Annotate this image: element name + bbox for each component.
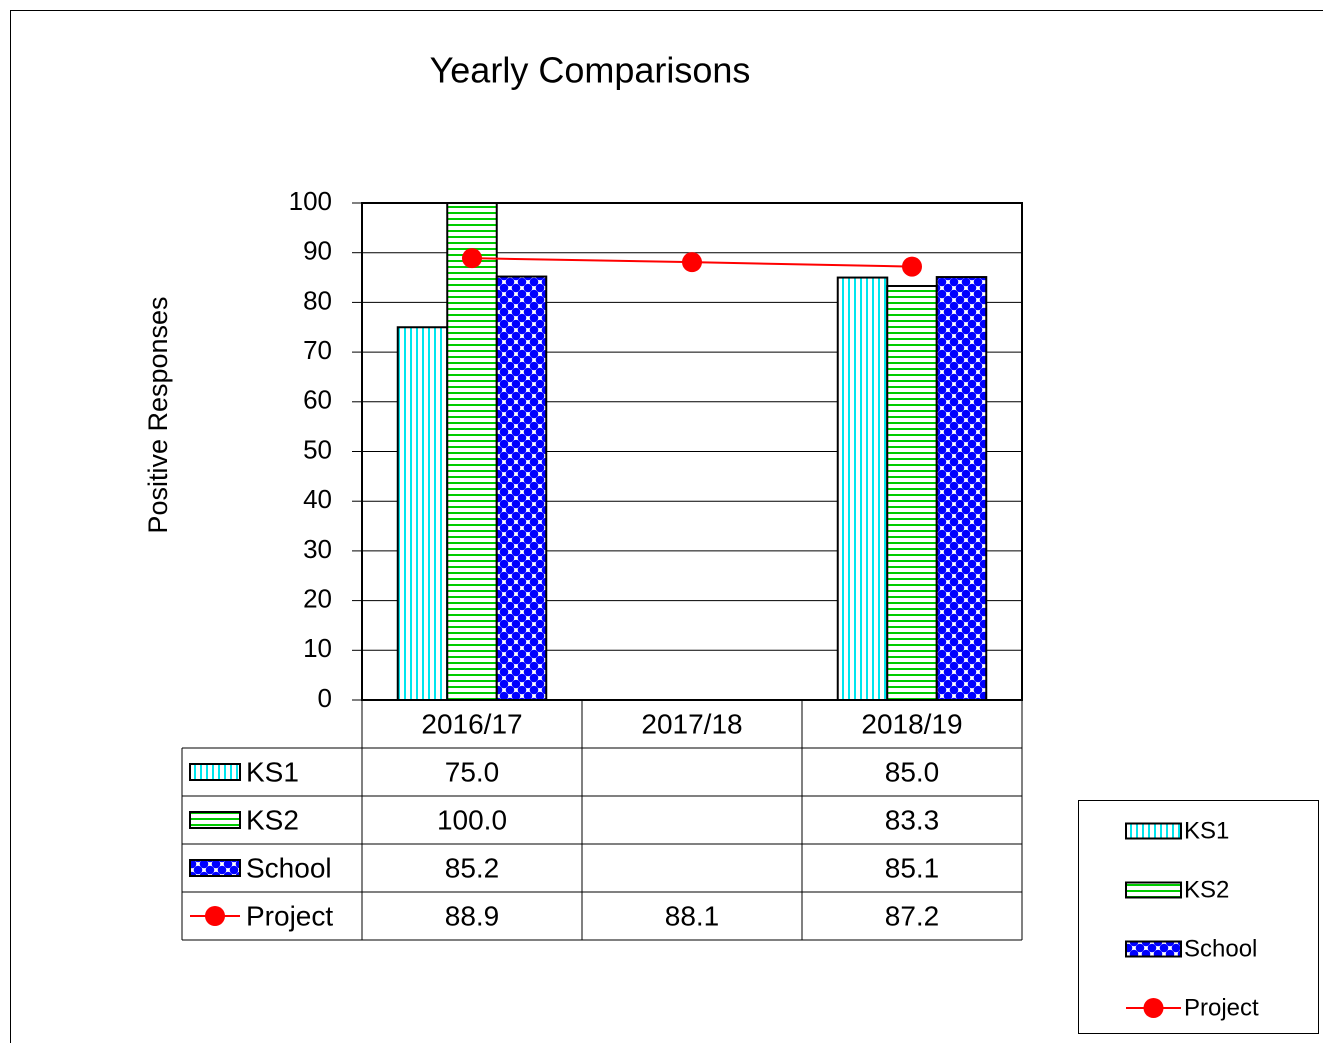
- y-tick-label: 50: [303, 434, 332, 464]
- table-cell: 83.3: [885, 804, 940, 835]
- y-tick-label: 80: [303, 285, 332, 315]
- x-tick-label: 2017/18: [641, 708, 742, 739]
- bar: [446, 202, 498, 701]
- table-cell: 87.2: [885, 900, 940, 931]
- line-marker: [902, 256, 922, 277]
- legend-label: Project: [1184, 994, 1259, 1021]
- y-tick-label: 30: [303, 534, 332, 564]
- legend-marker: [1143, 998, 1164, 1018]
- legend-swatch: [189, 763, 241, 781]
- bar: [495, 275, 548, 701]
- line-marker: [682, 252, 702, 273]
- legend-label: KS2: [1184, 876, 1229, 903]
- bar: [836, 276, 889, 701]
- bar: [886, 284, 938, 701]
- table-series-name: Project: [246, 900, 333, 931]
- x-tick-label: 2016/17: [421, 708, 522, 739]
- legend-swatch: [189, 811, 241, 829]
- table-cell: 85.0: [885, 756, 940, 787]
- legend-label: School: [1184, 935, 1257, 962]
- legend-label: KS1: [1184, 817, 1229, 844]
- y-tick-label: 90: [303, 236, 332, 266]
- table-cell: 100.0: [437, 804, 507, 835]
- legend-swatch: [1125, 881, 1182, 899]
- bar: [396, 326, 449, 701]
- legend-box: [1078, 800, 1319, 1034]
- table-cell: 85.2: [445, 852, 500, 883]
- table-cell: 75.0: [445, 756, 500, 787]
- y-tick-label: 10: [303, 633, 332, 663]
- table-series-name: KS2: [246, 804, 299, 835]
- y-tick-label: 70: [303, 335, 332, 365]
- y-tick-label: 0: [318, 683, 332, 713]
- line-marker: [462, 248, 482, 269]
- y-tick-label: 40: [303, 484, 332, 514]
- y-tick-label: 60: [303, 385, 332, 415]
- table-cell: 85.1: [885, 852, 940, 883]
- legend-swatch: [1125, 940, 1182, 958]
- chart-title: Yearly Comparisons: [430, 50, 751, 91]
- x-tick-label: 2018/19: [861, 708, 962, 739]
- legend-swatch: [189, 859, 241, 877]
- table-series-name: KS1: [246, 756, 299, 787]
- table-cell: 88.9: [445, 900, 500, 931]
- bar: [935, 276, 988, 701]
- table-cell: 88.1: [665, 900, 720, 931]
- legend-swatch: [1125, 822, 1182, 840]
- y-tick-label: 20: [303, 583, 332, 613]
- y-axis-label: Positive Responses: [143, 296, 173, 533]
- plot-border: [361, 202, 1023, 701]
- legend-marker: [205, 906, 225, 926]
- table-series-name: School: [246, 852, 332, 883]
- y-tick-label: 100: [289, 186, 332, 216]
